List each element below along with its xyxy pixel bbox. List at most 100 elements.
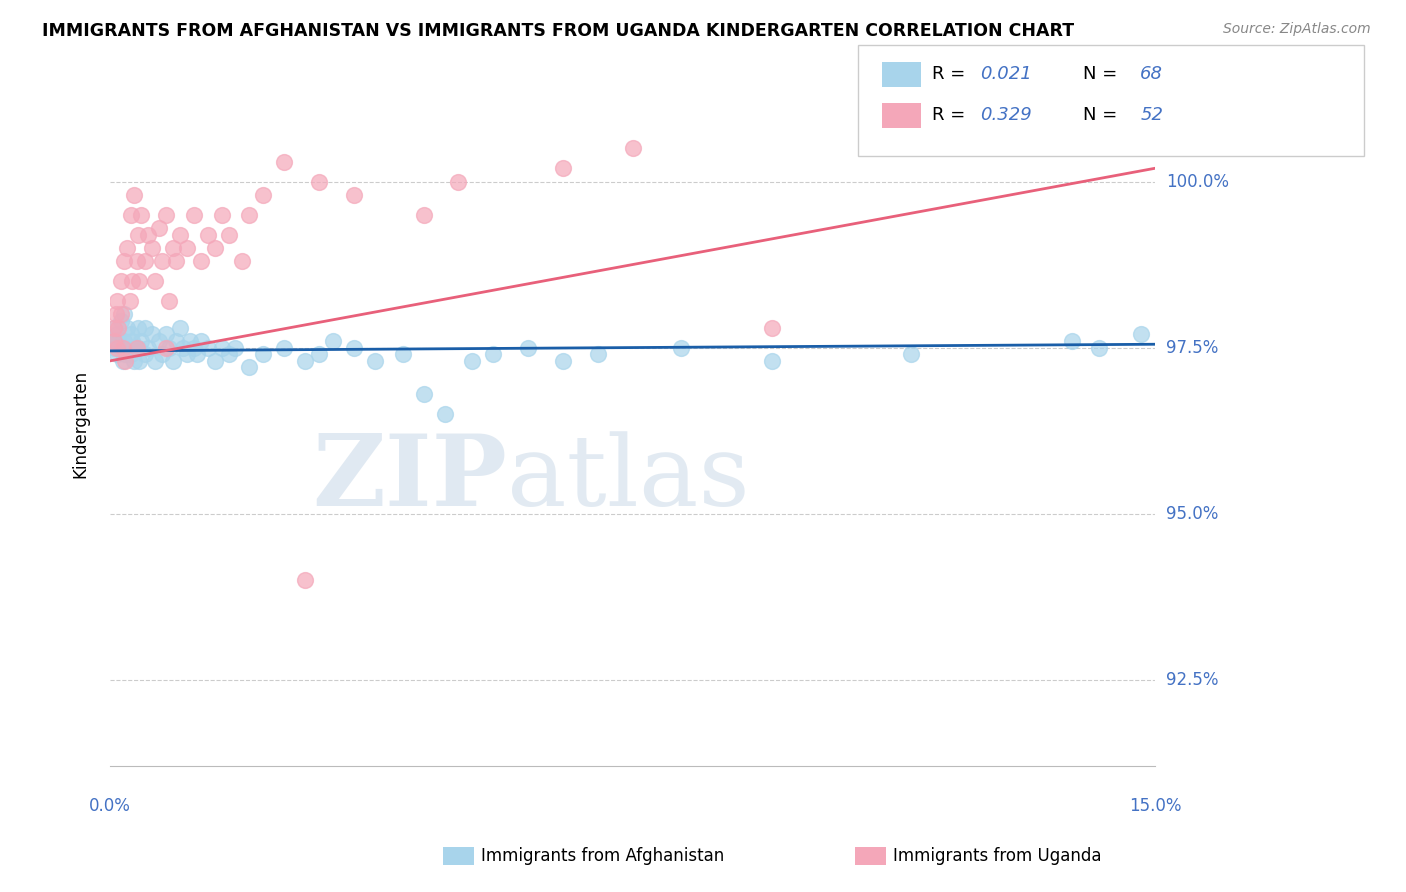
Point [124,187,146,202]
Point [155,327,177,342]
Point [134,347,156,361]
Point [517,341,540,355]
Point [104,334,127,348]
Point [131,334,153,348]
Point [761,354,783,368]
Point [155,341,177,355]
Point [364,354,387,368]
Point [127,341,149,355]
Text: Source: ZipAtlas.com: Source: ZipAtlas.com [1223,22,1371,37]
Point [211,208,233,222]
Point [343,341,366,355]
Point [621,141,644,155]
Point [103,334,125,348]
Point [482,347,505,361]
Point [120,327,142,342]
Point [127,227,149,242]
Point [190,254,212,268]
Text: N =: N = [1083,65,1122,83]
Point [127,320,149,334]
Point [112,334,135,348]
Point [252,347,274,361]
Text: N =: N = [1083,106,1122,124]
Point [224,341,246,355]
Point [238,208,260,222]
Text: 0.329: 0.329 [980,106,1032,124]
Text: 100.0%: 100.0% [1167,172,1229,191]
Point [308,175,330,189]
Text: 0.0%: 0.0% [89,797,131,814]
Point [231,254,253,268]
Point [165,254,187,268]
Text: 92.5%: 92.5% [1167,671,1219,689]
Point [143,274,166,288]
Text: ZIP: ZIP [312,430,508,527]
Point [322,334,344,348]
Point [162,354,184,368]
Point [120,208,142,222]
Point [412,208,434,222]
Point [551,161,574,176]
Text: atlas: atlas [508,431,749,526]
Point [671,341,693,355]
Text: 52: 52 [1140,106,1163,124]
Point [103,341,125,355]
Point [150,347,173,361]
Point [105,341,128,355]
Point [761,320,783,334]
Text: 95.0%: 95.0% [1167,505,1219,523]
Point [114,354,136,368]
Point [391,347,413,361]
Point [117,320,139,334]
Point [125,341,148,355]
Point [162,241,184,255]
Point [121,334,143,348]
Point [111,354,134,368]
Point [105,327,128,342]
Text: Immigrants from Uganda: Immigrants from Uganda [893,847,1101,865]
Point [125,254,148,268]
Point [586,347,609,361]
Point [183,341,205,355]
Point [120,347,142,361]
Point [179,334,201,348]
Point [155,208,177,222]
Point [551,354,574,368]
Point [110,274,132,288]
Point [176,347,198,361]
Point [107,320,129,334]
Point [124,354,146,368]
Point [110,307,132,321]
Point [294,573,316,587]
Point [107,334,129,348]
Point [118,341,141,355]
Point [134,254,156,268]
Point [176,241,198,255]
Point [128,354,150,368]
Point [169,227,191,242]
Point [157,341,180,355]
Point [273,341,295,355]
Point [110,341,132,355]
Text: 0.021: 0.021 [980,65,1032,83]
Text: 15.0%: 15.0% [1129,797,1181,814]
Point [190,334,212,348]
Point [294,354,316,368]
Point [1130,327,1153,342]
Point [128,274,150,288]
Point [308,347,330,361]
Point [141,241,163,255]
Point [343,187,366,202]
Point [461,354,484,368]
Point [143,354,166,368]
Point [197,227,219,242]
Point [169,320,191,334]
Text: R =: R = [932,106,972,124]
Point [238,360,260,375]
Point [131,208,153,222]
Point [125,341,148,355]
Point [197,341,219,355]
Point [118,294,141,309]
Text: R =: R = [932,65,972,83]
Point [900,347,922,361]
